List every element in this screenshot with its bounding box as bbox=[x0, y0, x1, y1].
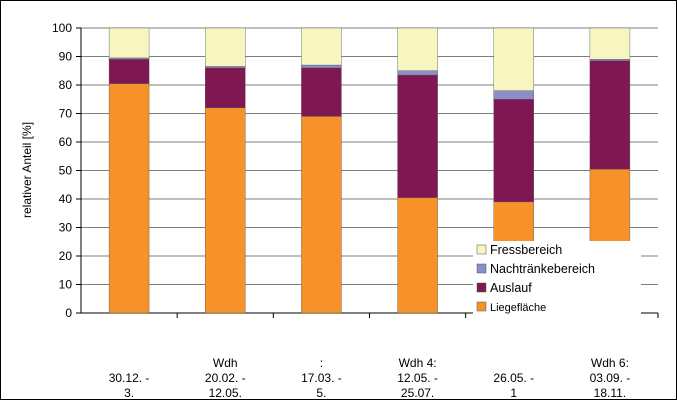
legend-swatch bbox=[476, 263, 487, 274]
x-tick-label: 25.07. bbox=[401, 386, 434, 399]
bar-segment bbox=[205, 27, 246, 67]
y-tick-label: 50 bbox=[59, 164, 73, 178]
bar-segment bbox=[397, 27, 438, 71]
bar-segment bbox=[205, 66, 246, 69]
legend: Fressbereich Nachtränkebereich Auslauf Lieg… bbox=[473, 241, 641, 321]
bar-segment bbox=[205, 67, 246, 109]
legend-swatch bbox=[476, 301, 487, 312]
bar-segment bbox=[108, 83, 150, 314]
bar-segment bbox=[589, 27, 631, 60]
x-tick-label: 26.05. - bbox=[493, 371, 534, 385]
y-axis-label: relativer Anteil [%] bbox=[20, 122, 34, 218]
y-tick-label: 10 bbox=[59, 278, 73, 292]
x-tick-label: 5. bbox=[316, 386, 326, 399]
x-tick-label: 30.12. - bbox=[109, 371, 150, 385]
x-tick-label: 03.09. - bbox=[590, 371, 631, 385]
x-tick-label: 12.05. - bbox=[397, 371, 438, 385]
x-tick-label: 17.03. - bbox=[301, 371, 342, 385]
bar-segment bbox=[589, 60, 631, 170]
bar-segment bbox=[108, 57, 150, 60]
y-tick-label: 90 bbox=[59, 50, 73, 64]
bar-segment bbox=[397, 74, 438, 198]
x-tick-label: Wdh bbox=[213, 356, 238, 370]
bar-segment bbox=[108, 59, 150, 84]
bar-segment bbox=[493, 90, 534, 100]
legend-box bbox=[473, 241, 641, 321]
x-tick-label: 18.11. bbox=[594, 386, 626, 399]
x-tick-label: Wdh 6: bbox=[591, 356, 629, 370]
bar-segment bbox=[301, 27, 342, 66]
bar-segment bbox=[301, 67, 342, 117]
bar-segment bbox=[301, 116, 342, 314]
y-tick-label: 80 bbox=[59, 78, 73, 92]
x-tick-label: Wdh 4: bbox=[399, 356, 437, 370]
y-tick-label: 60 bbox=[59, 135, 73, 149]
bar-segment bbox=[589, 59, 631, 61]
bar-segment bbox=[301, 64, 342, 69]
x-tick-label: 1 bbox=[510, 386, 517, 399]
y-tick-label: 20 bbox=[59, 249, 73, 263]
x-tick-label: 12.05. bbox=[209, 386, 242, 399]
y-tick-label: 30 bbox=[59, 221, 73, 235]
legend-swatch bbox=[476, 282, 487, 293]
y-tick-label: 0 bbox=[65, 306, 72, 320]
plot-area: 0 10 20 30 40 50 60 70 80 90 100 30.12. -3. Wdh20.02… bbox=[52, 21, 659, 400]
y-tick-label: 100 bbox=[52, 21, 72, 35]
bar-segment bbox=[397, 70, 438, 76]
bar-segment bbox=[108, 27, 150, 59]
legend-swatch bbox=[476, 244, 487, 255]
legend-label: Fressbereich bbox=[490, 243, 562, 257]
legend-label: Liegefläche bbox=[490, 302, 546, 314]
bar-segment bbox=[493, 99, 534, 203]
legend-label: Nachtränkebereich bbox=[490, 262, 595, 276]
bar-segment bbox=[205, 107, 246, 314]
bar-segment bbox=[493, 27, 534, 91]
x-tick-label: 3. bbox=[124, 386, 134, 399]
bar-segment bbox=[397, 197, 438, 314]
y-tick-label: 40 bbox=[59, 192, 73, 206]
y-tick-label: 70 bbox=[59, 107, 73, 121]
x-tick-label: : bbox=[320, 356, 323, 370]
legend-label: Auslauf bbox=[490, 281, 532, 295]
x-tick-label: 20.02. - bbox=[205, 371, 246, 385]
